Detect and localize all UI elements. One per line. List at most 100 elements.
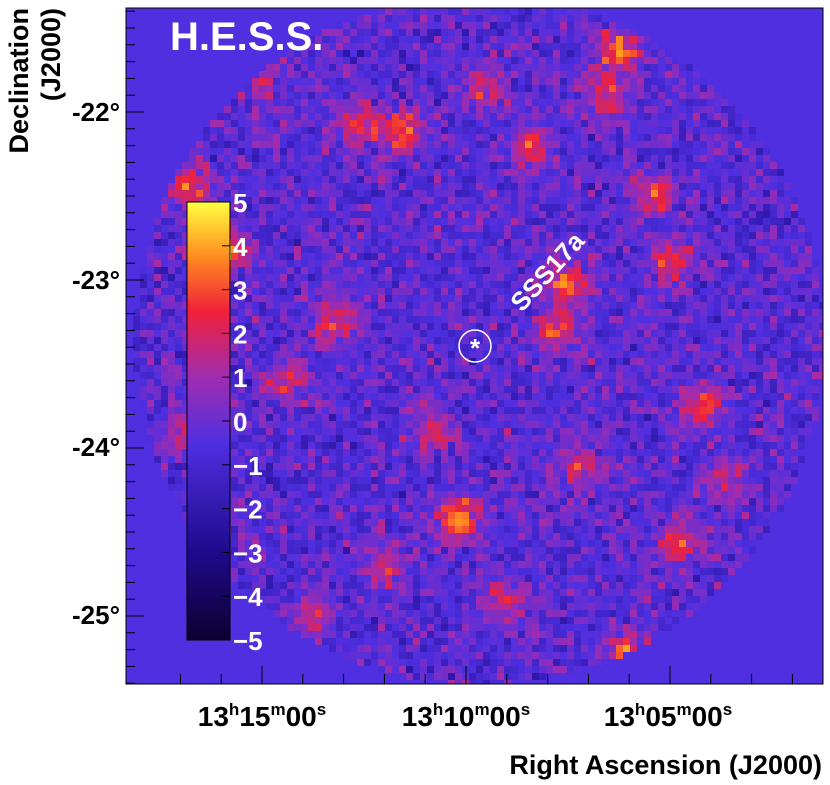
heatmap-cell <box>805 407 812 414</box>
heatmap-cell <box>245 393 252 400</box>
heatmap-cell <box>581 316 588 323</box>
heatmap-cell <box>497 414 504 421</box>
heatmap-cell <box>266 197 273 204</box>
heatmap-cell <box>434 323 441 330</box>
heatmap-cell <box>616 344 623 351</box>
heatmap-cell <box>308 358 315 365</box>
heatmap-cell <box>385 29 392 36</box>
heatmap-cell <box>350 120 357 127</box>
heatmap-cell <box>658 64 665 71</box>
heatmap-cell <box>672 190 679 197</box>
heatmap-cell <box>329 358 336 365</box>
heatmap-cell <box>406 113 413 120</box>
heatmap-cell <box>742 134 749 141</box>
heatmap-cell <box>560 372 567 379</box>
heatmap-cell <box>378 134 385 141</box>
heatmap-cell <box>182 386 189 393</box>
heatmap-cell <box>287 176 294 183</box>
heatmap-cell <box>497 337 504 344</box>
heatmap-cell <box>574 169 581 176</box>
heatmap-cell <box>413 246 420 253</box>
heatmap-cell <box>595 169 602 176</box>
heatmap-cell <box>231 337 238 344</box>
heatmap-cell <box>560 148 567 155</box>
heatmap-cell <box>357 43 364 50</box>
heatmap-cell <box>210 169 217 176</box>
heatmap-cell <box>616 274 623 281</box>
heatmap-cell <box>609 43 616 50</box>
heatmap-cell <box>280 99 287 106</box>
heatmap-cell <box>329 316 336 323</box>
heatmap-cell <box>651 120 658 127</box>
heatmap-cell <box>707 400 714 407</box>
heatmap-cell <box>343 85 350 92</box>
heatmap-cell <box>602 43 609 50</box>
heatmap-cell <box>581 239 588 246</box>
heatmap-cell <box>602 134 609 141</box>
heatmap-cell <box>546 85 553 92</box>
heatmap-cell <box>686 372 693 379</box>
heatmap-cell <box>161 393 168 400</box>
heatmap-cell <box>350 225 357 232</box>
heatmap-cell <box>742 197 749 204</box>
heatmap-cell <box>371 386 378 393</box>
heatmap-cell <box>217 134 224 141</box>
heatmap-cell <box>406 134 413 141</box>
heatmap-cell <box>595 253 602 260</box>
heatmap-cell <box>364 309 371 316</box>
heatmap-cell <box>399 22 406 29</box>
heatmap-cell <box>777 323 784 330</box>
heatmap-cell <box>511 197 518 204</box>
heatmap-cell <box>630 78 637 85</box>
heatmap-cell <box>532 323 539 330</box>
heatmap-cell <box>308 414 315 421</box>
heatmap-cell <box>147 253 154 260</box>
heatmap-cell <box>609 113 616 120</box>
heatmap-cell <box>420 358 427 365</box>
heatmap-cell <box>679 323 686 330</box>
heatmap-cell <box>266 211 273 218</box>
heatmap-cell <box>322 365 329 372</box>
heatmap-cell <box>770 344 777 351</box>
heatmap-cell <box>714 372 721 379</box>
heatmap-cell <box>413 337 420 344</box>
heatmap-cell <box>623 92 630 99</box>
heatmap-cell <box>623 169 630 176</box>
heatmap-cell <box>287 134 294 141</box>
heatmap-cell <box>679 106 686 113</box>
heatmap-cell <box>189 190 196 197</box>
heatmap-cell <box>448 106 455 113</box>
heatmap-cell <box>385 344 392 351</box>
heatmap-cell <box>567 344 574 351</box>
heatmap-cell <box>182 344 189 351</box>
heatmap-cell <box>161 344 168 351</box>
heatmap-cell <box>350 407 357 414</box>
heatmap-cell <box>560 253 567 260</box>
heatmap-cell <box>448 134 455 141</box>
heatmap-cell <box>434 274 441 281</box>
heatmap-cell <box>315 113 322 120</box>
heatmap-cell <box>287 99 294 106</box>
heatmap-cell <box>560 218 567 225</box>
heatmap-cell <box>637 365 644 372</box>
heatmap-cell <box>588 85 595 92</box>
heatmap-cell <box>546 344 553 351</box>
heatmap-cell <box>280 211 287 218</box>
heatmap-cell <box>434 29 441 36</box>
heatmap-cell <box>735 302 742 309</box>
heatmap-cell <box>273 64 280 71</box>
heatmap-cell <box>546 337 553 344</box>
heatmap-cell <box>266 141 273 148</box>
heatmap-cell <box>609 337 616 344</box>
heatmap-cell <box>707 386 714 393</box>
heatmap-cell <box>287 288 294 295</box>
heatmap-cell <box>721 274 728 281</box>
heatmap-cell <box>574 274 581 281</box>
heatmap-cell <box>679 421 686 428</box>
heatmap-cell <box>294 183 301 190</box>
heatmap-cell <box>469 78 476 85</box>
heatmap-cell <box>609 400 616 407</box>
heatmap-cell <box>448 351 455 358</box>
heatmap-cell <box>420 29 427 36</box>
heatmap-cell <box>672 162 679 169</box>
